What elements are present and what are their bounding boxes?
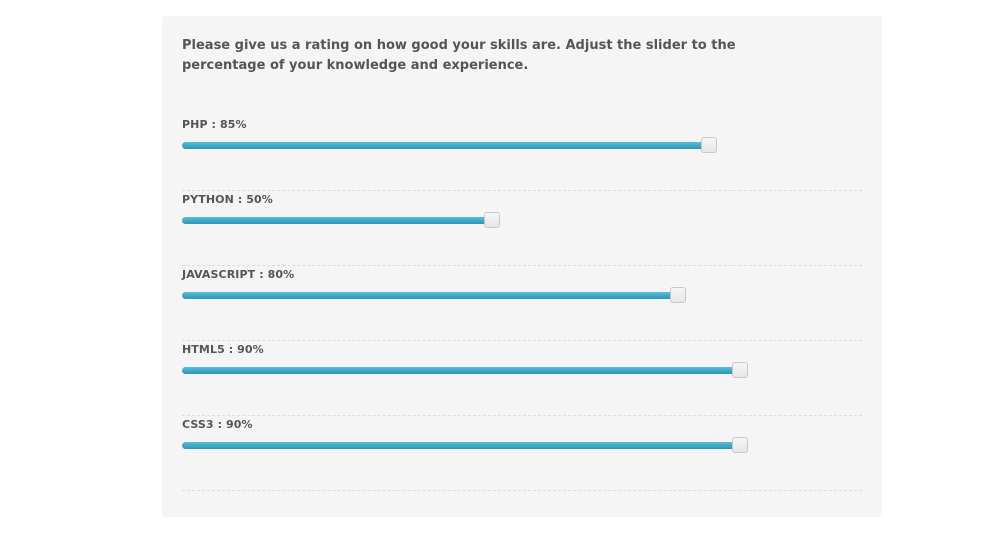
slider-handle[interactable]: [670, 287, 686, 303]
skill-label: HTML5 : 90%: [182, 343, 264, 356]
skill-slider[interactable]: [182, 212, 802, 228]
skill-label: CSS3 : 90%: [182, 418, 253, 431]
slider-handle[interactable]: [732, 362, 748, 378]
skill-label: PHP : 85%: [182, 118, 247, 131]
skill-label: JAVASCRIPT : 80%: [182, 268, 295, 281]
skill-slider[interactable]: [182, 137, 802, 153]
skill-slider[interactable]: [182, 362, 802, 378]
skill-slider[interactable]: [182, 287, 802, 303]
skill-label: PYTHON : 50%: [182, 193, 273, 206]
slider-handle[interactable]: [732, 437, 748, 453]
skill-row-php: PHP : 85%: [182, 116, 862, 191]
intro-text: Please give us a rating on how good your…: [182, 38, 736, 73]
skill-row-css3: CSS3 : 90%: [182, 416, 862, 491]
slider-handle[interactable]: [484, 212, 500, 228]
skill-row-python: PYTHON : 50%: [182, 191, 862, 266]
slider-fill: [182, 367, 740, 374]
skills-panel: Please give us a rating on how good your…: [162, 16, 882, 517]
skill-slider[interactable]: [182, 437, 802, 453]
skill-row-html5: HTML5 : 90%: [182, 341, 862, 416]
slider-fill: [182, 142, 709, 149]
slider-handle[interactable]: [701, 137, 717, 153]
slider-fill: [182, 442, 740, 449]
slider-fill: [182, 217, 492, 224]
slider-fill: [182, 292, 678, 299]
skill-row-javascript: JAVASCRIPT : 80%: [182, 266, 862, 341]
